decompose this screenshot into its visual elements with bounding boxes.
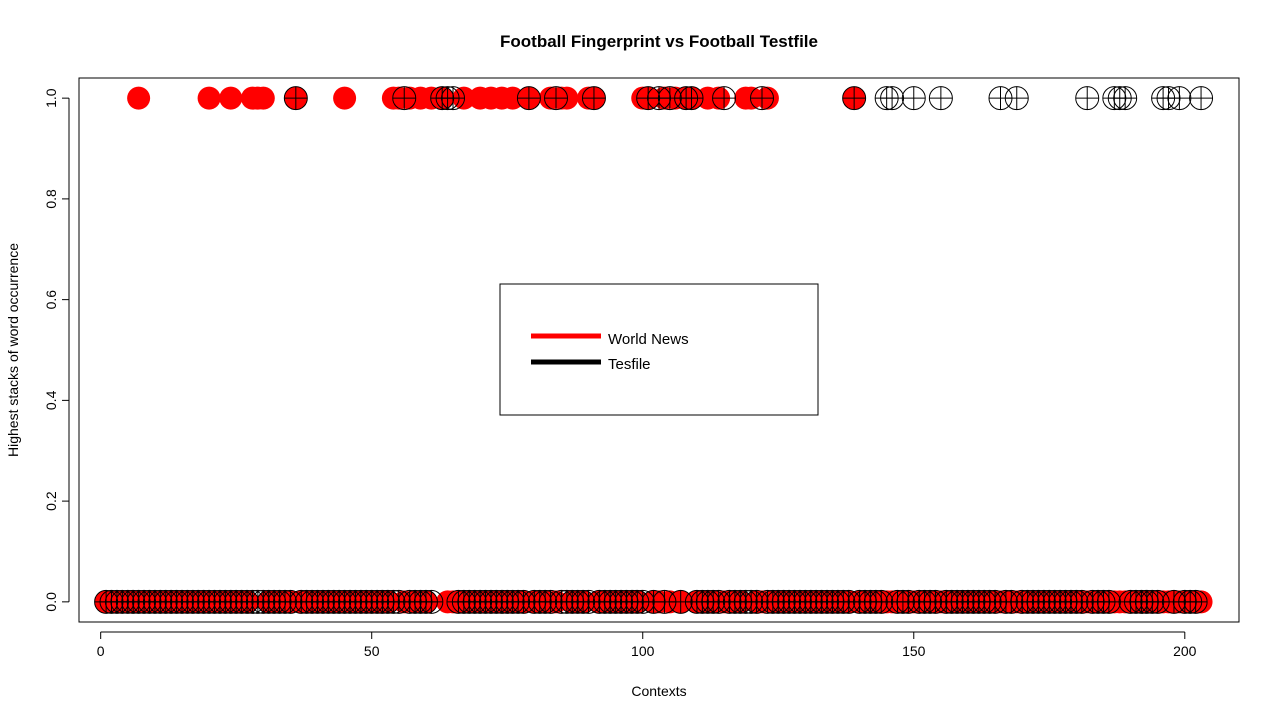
tesfile-point [1113, 86, 1138, 111]
tesfile-point [516, 86, 541, 111]
world-news-point [127, 86, 151, 110]
x-tick-label: 0 [97, 643, 105, 659]
points-layer [94, 86, 1214, 614]
world-news-point [333, 86, 357, 110]
tesfile-point [880, 86, 905, 111]
tesfile-point [1096, 589, 1121, 614]
world-news-point [219, 86, 243, 110]
y-tick-label: 0.8 [43, 189, 59, 209]
tesfile-point [1075, 86, 1100, 111]
tesfile-point [581, 86, 606, 111]
y-tick-label: 0.0 [43, 592, 59, 612]
x-axis-label: Contexts [631, 683, 686, 699]
tesfile-point [441, 86, 466, 111]
tesfile-point [712, 86, 737, 111]
y-tick-label: 0.6 [43, 290, 59, 310]
tesfile-point [1189, 86, 1214, 111]
x-tick-label: 150 [902, 643, 926, 659]
tesfile-point [419, 589, 444, 614]
tesfile-point [749, 86, 774, 111]
tesfile-point [392, 86, 417, 111]
legend: World News Tesfile [499, 283, 819, 416]
legend-label-tesfile: Tesfile [608, 356, 651, 373]
y-tick-label: 1.0 [43, 88, 59, 108]
tesfile-point [1183, 589, 1208, 614]
tesfile-point [1004, 86, 1029, 111]
x-tick-label: 100 [631, 643, 655, 659]
tesfile-point [901, 86, 926, 111]
y-tick-label: 0.4 [43, 390, 59, 410]
y-tick-label: 0.2 [43, 491, 59, 511]
plot-frame [78, 77, 1240, 623]
axes-layer: 0 50 100 150 200 0.0 0.2 0.4 0.6 0.8 1.0 [43, 88, 1197, 659]
world-news-point [251, 86, 275, 110]
chart-title: Football Fingerprint vs Football Testfil… [500, 32, 818, 51]
y-axis-label: Highest stacks of word occurrence [5, 243, 21, 457]
tesfile-point [928, 86, 953, 111]
legend-label-world-news: World News [608, 331, 689, 348]
tesfile-point [842, 86, 867, 111]
tesfile-point [283, 86, 308, 111]
tesfile-point [1167, 86, 1192, 111]
x-tick-label: 200 [1173, 643, 1197, 659]
x-tick-label: 50 [364, 643, 380, 659]
world-news-point [197, 86, 221, 110]
legend-box [499, 283, 819, 416]
tesfile-point [679, 86, 704, 111]
tesfile-point [544, 86, 569, 111]
